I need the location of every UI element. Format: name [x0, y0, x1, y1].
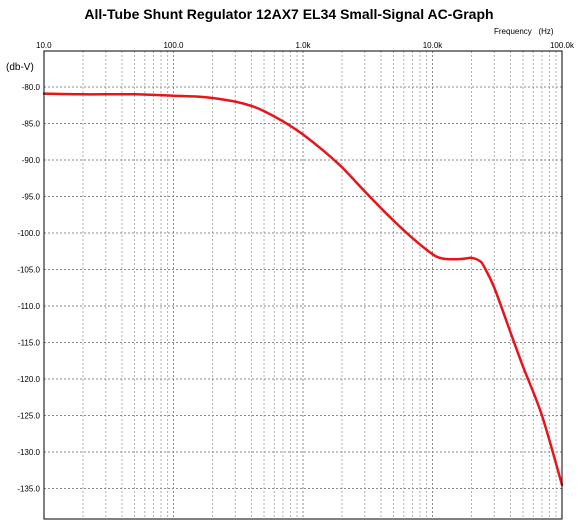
- series-layer: [42, 92, 564, 487]
- grid: [44, 51, 562, 519]
- y-tick-label: -130.0: [17, 448, 40, 457]
- tick-labels: 10.0 100.0 1.0k 10.0k 100.0k -80.0 -85.0 -90.0 -…: [17, 41, 575, 494]
- y-tick-label: -90.0: [22, 156, 41, 165]
- x-axis-label: Frequency (Hz): [494, 27, 554, 36]
- chart-title: All-Tube Shunt Regulator 12AX7 EL34 Smal…: [84, 6, 494, 22]
- plot-frame: [43, 50, 563, 520]
- y-tick-label: -95.0: [22, 193, 41, 202]
- y-tick-label: -125.0: [17, 412, 40, 421]
- x-tick-label: 100.0k: [550, 41, 575, 50]
- y-tick-label: -85.0: [22, 120, 41, 129]
- x-tick-label: 1.0k: [295, 41, 311, 50]
- y-tick-label: -110.0: [18, 302, 41, 311]
- y-tick-label: -80.0: [22, 83, 41, 92]
- y-tick-label: -105.0: [17, 266, 40, 275]
- y-axis-label: (db-V): [6, 62, 34, 73]
- x-tick-label: 100.0: [163, 41, 184, 50]
- y-tick-label: -120.0: [17, 375, 40, 384]
- y-tick-label: -115.0: [18, 339, 41, 348]
- series-line: [42, 92, 564, 487]
- y-tick-label: -100.0: [17, 229, 40, 238]
- y-tick-label: -135.0: [17, 485, 40, 494]
- x-tick-label: 10.0k: [423, 41, 444, 50]
- x-tick-label: 10.0: [36, 41, 52, 50]
